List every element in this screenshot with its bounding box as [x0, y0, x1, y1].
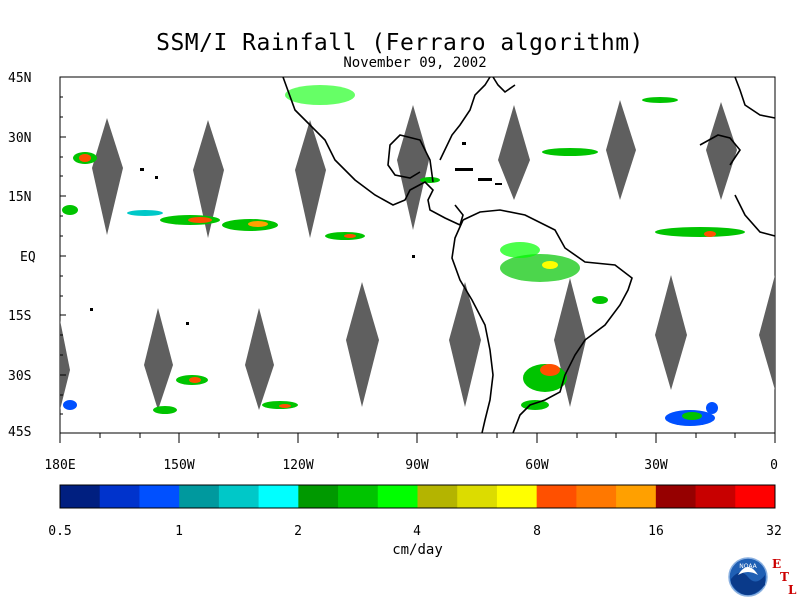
logo-letter-l: L: [788, 583, 797, 597]
colorbar-border: [59, 484, 776, 509]
colorbar-units: cm/day: [392, 542, 443, 558]
colorbar-segment: [298, 485, 339, 508]
colorbar-tick-4: 4: [413, 524, 421, 539]
colorbar: [59, 484, 776, 509]
colorbar-segment: [179, 485, 220, 508]
colorbar-segment: [695, 485, 736, 508]
colorbar-segment: [139, 485, 180, 508]
colorbar-tick-0_5: 0.5: [48, 524, 71, 539]
colorbar-tick-16: 16: [648, 524, 664, 539]
lon-label-150w: 150W: [163, 458, 194, 473]
map-title: SSM/I Rainfall (Ferraro algorithm): [156, 30, 644, 56]
lat-label-45s: 45S: [8, 425, 31, 440]
map-date: November 09, 2002: [343, 55, 487, 71]
lat-ticks: [60, 76, 66, 434]
colorbar-segment: [576, 485, 617, 508]
lat-label-eq: EQ: [20, 250, 36, 265]
lat-label-30s: 30S: [8, 369, 31, 384]
rain-cells: [62, 85, 745, 426]
lon-label-180e: 180E: [44, 458, 75, 473]
colorbar-segment: [377, 485, 418, 508]
lon-ticks: [59, 433, 776, 443]
lat-label-15n: 15N: [8, 190, 31, 205]
logo-letter-t: T: [780, 570, 789, 584]
lon-label-30w: 30W: [644, 458, 668, 473]
colorbar-segment: [258, 485, 299, 508]
islands: [90, 142, 502, 325]
lat-label-15s: 15S: [8, 309, 31, 324]
colorbar-tick-32: 32: [766, 524, 782, 539]
colorbar-segment: [218, 485, 260, 508]
colorbar-segment: [655, 485, 697, 508]
colorbar-segment: [99, 485, 140, 508]
coastlines: [282, 76, 776, 434]
noaa-etl-logo: NOAA E T L: [728, 557, 797, 597]
colorbar-segment: [60, 485, 101, 508]
lon-label-90w: 90W: [405, 458, 429, 473]
colorbar-segment: [616, 485, 657, 508]
colorbar-segment: [457, 485, 498, 508]
lon-label-120w: 120W: [282, 458, 313, 473]
lon-label-0: 0: [770, 458, 778, 473]
colorbar-tick-1: 1: [175, 524, 183, 539]
lat-label-45n: 45N: [8, 71, 31, 86]
colorbar-segment: [536, 485, 577, 508]
colorbar-segment: [417, 485, 458, 508]
colorbar-tick-2: 2: [294, 524, 302, 539]
colorbar-segment: [338, 485, 379, 508]
colorbar-ticks: 0.5 1 2 4 8 16 32: [48, 524, 782, 539]
logo-letter-e: E: [772, 557, 781, 571]
lon-label-60w: 60W: [525, 458, 549, 473]
lat-label-30n: 30N: [8, 131, 31, 146]
colorbar-segment: [735, 485, 776, 508]
colorbar-tick-8: 8: [533, 524, 541, 539]
colorbar-segment: [496, 485, 538, 508]
noaa-logo-text: NOAA: [739, 563, 757, 570]
